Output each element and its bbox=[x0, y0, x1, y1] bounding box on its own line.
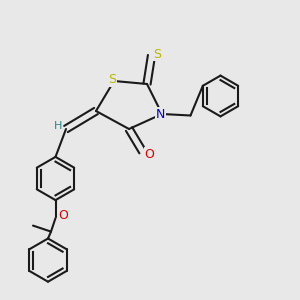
Text: O: O bbox=[144, 148, 154, 161]
Text: S: S bbox=[153, 47, 161, 61]
Text: N: N bbox=[156, 107, 165, 121]
Text: O: O bbox=[58, 208, 68, 222]
Text: S: S bbox=[109, 73, 116, 86]
Text: H: H bbox=[54, 121, 63, 131]
